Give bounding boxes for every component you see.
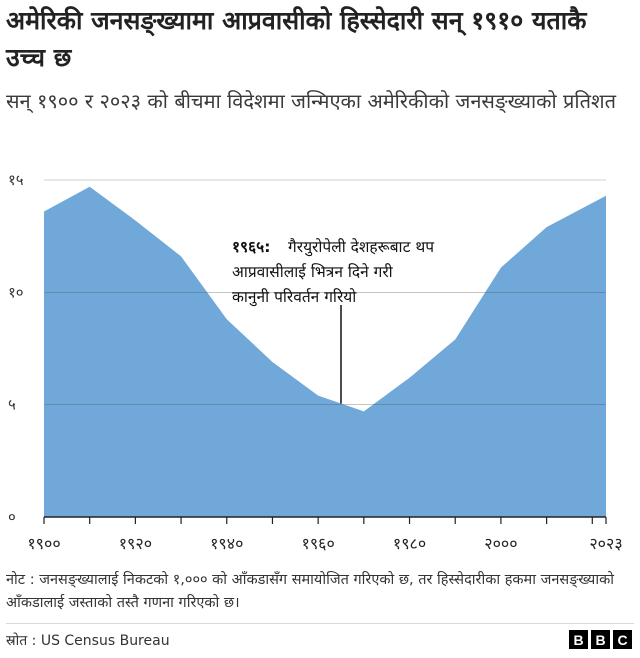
annotation-year: १९६५: — [232, 238, 270, 256]
bbc-logo-letter: B — [591, 630, 610, 649]
x-tick-label: १९६० — [302, 534, 335, 553]
x-tick-label: १९८० — [393, 534, 426, 553]
y-tick-label: ० — [8, 508, 16, 526]
chart-subtitle: सन् १९०० र २०२३ को बीचमा विदेशमा जन्मिएक… — [6, 89, 617, 113]
y-tick-label: ५ — [8, 396, 16, 414]
chart-note: नोट : जनसङ्ख्यालाई निकटको १,००० को आँकडा… — [6, 572, 614, 611]
bbc-logo-letter: C — [613, 630, 632, 649]
x-tick-label: १९०० — [27, 534, 60, 553]
annotation-text: गैरयुरोपेली देशहरूबाट थप — [288, 238, 435, 257]
annotation-text: कानुनी परिवर्तन गरियो — [232, 288, 357, 307]
x-tick-label: १९२० — [119, 534, 152, 553]
area-chart: ० ५ १० १५ १९०० १९२० १९४० १९६० १९८० २००० २०२३ १९६५: ग… — [8, 171, 623, 553]
x-tick-label: १९४० — [210, 534, 243, 553]
bbc-logo: B B C — [569, 630, 632, 649]
source-credit: स्रोत : US Census Bureau — [6, 633, 170, 649]
bbc-logo-letter: B — [569, 630, 588, 649]
x-tick-label: २००० — [484, 534, 517, 553]
x-tick-label: २०२३ — [589, 534, 622, 553]
annotation-text: आप्रवासीलाई भित्रन दिने गरी — [232, 263, 394, 281]
y-tick-label: १५ — [8, 171, 24, 189]
footer-divider — [6, 623, 634, 624]
chart-title: अमेरिकी जनसङ्ख्यामा आप्रवासीको हिस्सेदार… — [6, 6, 587, 72]
series-area — [44, 186, 606, 518]
y-tick-label: १० — [8, 283, 24, 301]
